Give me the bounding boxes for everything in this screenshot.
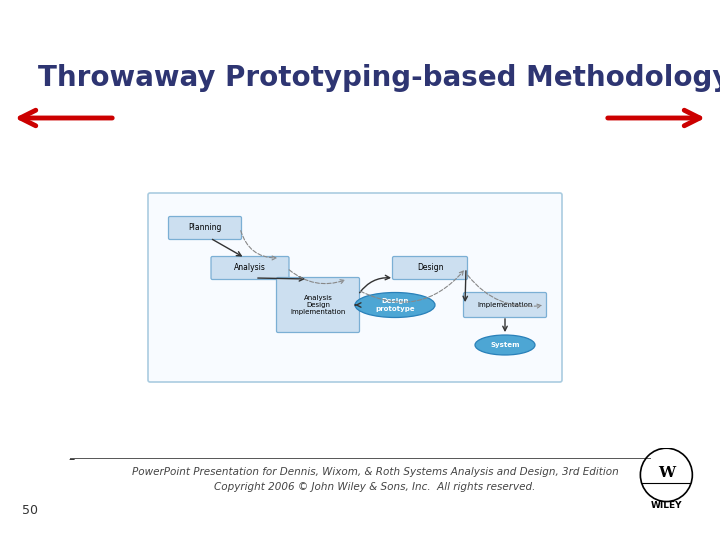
Text: Throwaway Prototyping-based Methodology: Throwaway Prototyping-based Methodology (38, 64, 720, 92)
Text: Analysis: Analysis (234, 264, 266, 273)
Text: W: W (658, 466, 675, 480)
Text: 50: 50 (22, 503, 38, 516)
FancyBboxPatch shape (148, 193, 562, 382)
Text: Design
prototype: Design prototype (375, 299, 415, 312)
FancyBboxPatch shape (168, 217, 241, 240)
Text: Design: Design (417, 264, 444, 273)
Text: WILEY: WILEY (651, 501, 682, 510)
Text: Copyright 2006 © John Wiley & Sons, Inc.  All rights reserved.: Copyright 2006 © John Wiley & Sons, Inc.… (215, 482, 536, 492)
Text: PowerPoint Presentation for Dennis, Wixom, & Roth Systems Analysis and Design, 3: PowerPoint Presentation for Dennis, Wixo… (132, 467, 618, 477)
FancyBboxPatch shape (464, 293, 546, 318)
Text: Analysis
Design
Implementation: Analysis Design Implementation (290, 295, 346, 315)
FancyBboxPatch shape (211, 256, 289, 280)
Text: Planning: Planning (189, 224, 222, 233)
FancyBboxPatch shape (276, 278, 359, 333)
Ellipse shape (475, 335, 535, 355)
FancyBboxPatch shape (392, 256, 467, 280)
Text: –: – (68, 454, 74, 467)
Ellipse shape (355, 293, 435, 318)
Text: System: System (490, 342, 520, 348)
Text: Implementation: Implementation (477, 302, 533, 308)
